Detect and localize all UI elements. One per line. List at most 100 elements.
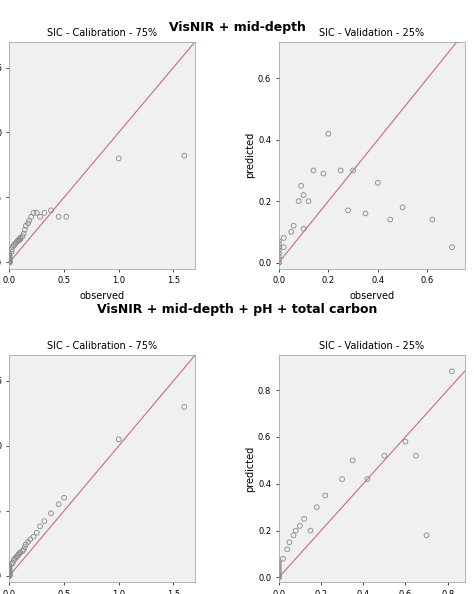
Point — [285, 538, 293, 547]
Point — [16, 235, 23, 245]
Point — [47, 508, 55, 518]
Point — [36, 522, 44, 531]
Point — [6, 257, 13, 267]
Point — [275, 557, 283, 566]
Point — [275, 570, 283, 580]
Point — [47, 206, 55, 215]
Point — [41, 516, 48, 526]
Point — [275, 255, 283, 264]
Point — [6, 248, 13, 258]
Title: SIC - Validation - 25%: SIC - Validation - 25% — [319, 342, 424, 352]
Point — [275, 558, 283, 568]
Point — [275, 568, 283, 577]
Point — [30, 532, 37, 542]
Point — [300, 224, 307, 233]
Point — [21, 542, 28, 552]
Point — [17, 233, 24, 242]
Point — [60, 493, 68, 503]
Title: SIC - Validation - 25%: SIC - Validation - 25% — [319, 28, 424, 38]
Point — [30, 208, 37, 217]
Point — [22, 540, 30, 549]
Point — [55, 500, 63, 509]
Point — [364, 475, 371, 484]
X-axis label: observed: observed — [349, 291, 394, 301]
Point — [6, 256, 13, 266]
Y-axis label: predicted: predicted — [245, 446, 255, 492]
Point — [275, 236, 283, 246]
Point — [448, 366, 456, 376]
Point — [275, 245, 283, 255]
Point — [20, 545, 27, 554]
Point — [6, 257, 13, 267]
Point — [344, 206, 352, 215]
Point — [386, 215, 394, 225]
Point — [401, 437, 409, 446]
Y-axis label: predicted: predicted — [245, 132, 255, 178]
Point — [290, 221, 298, 230]
Point — [6, 564, 13, 574]
Point — [16, 549, 23, 558]
Point — [349, 456, 356, 465]
Point — [307, 526, 314, 535]
Point — [6, 570, 13, 579]
Title: SIC - Calibration - 75%: SIC - Calibration - 75% — [47, 28, 157, 38]
Point — [6, 257, 13, 267]
Point — [338, 475, 346, 484]
Point — [6, 570, 13, 579]
Point — [6, 257, 13, 267]
Point — [300, 190, 307, 200]
Point — [6, 568, 13, 578]
Point — [17, 548, 24, 557]
Point — [25, 216, 33, 226]
Point — [321, 491, 329, 500]
Point — [41, 208, 48, 217]
Point — [33, 208, 41, 217]
Point — [33, 528, 41, 538]
Point — [374, 178, 382, 188]
Point — [14, 550, 22, 560]
Point — [6, 249, 13, 259]
Point — [181, 402, 188, 412]
Point — [6, 257, 13, 267]
Point — [381, 451, 388, 460]
Point — [36, 212, 44, 222]
Point — [13, 551, 21, 561]
Point — [17, 234, 24, 244]
Point — [310, 166, 317, 175]
Point — [428, 215, 436, 225]
Point — [275, 258, 283, 267]
Point — [21, 225, 28, 235]
Point — [448, 242, 456, 252]
Point — [399, 203, 406, 212]
Point — [11, 554, 19, 564]
Point — [19, 546, 27, 556]
Point — [19, 232, 27, 241]
Point — [55, 212, 63, 222]
Point — [20, 229, 27, 238]
Point — [296, 521, 304, 530]
Point — [14, 235, 22, 245]
Point — [13, 236, 21, 246]
Point — [325, 129, 332, 138]
Point — [6, 251, 13, 261]
Point — [6, 567, 13, 577]
Point — [275, 573, 283, 582]
Text: VisNIR + mid-depth + pH + total carbon: VisNIR + mid-depth + pH + total carbon — [97, 303, 377, 316]
Point — [8, 559, 16, 568]
Point — [6, 563, 13, 573]
Title: SIC - Calibration - 75%: SIC - Calibration - 75% — [47, 342, 157, 352]
Point — [337, 166, 345, 175]
Point — [313, 503, 320, 512]
Point — [319, 169, 327, 178]
Point — [6, 571, 13, 580]
Point — [287, 227, 295, 236]
Point — [412, 451, 420, 460]
Point — [63, 212, 70, 222]
Point — [6, 562, 13, 571]
Point — [6, 561, 13, 570]
Point — [8, 247, 16, 257]
Point — [275, 565, 283, 575]
Point — [275, 249, 283, 258]
Point — [301, 514, 308, 524]
Point — [423, 530, 430, 540]
